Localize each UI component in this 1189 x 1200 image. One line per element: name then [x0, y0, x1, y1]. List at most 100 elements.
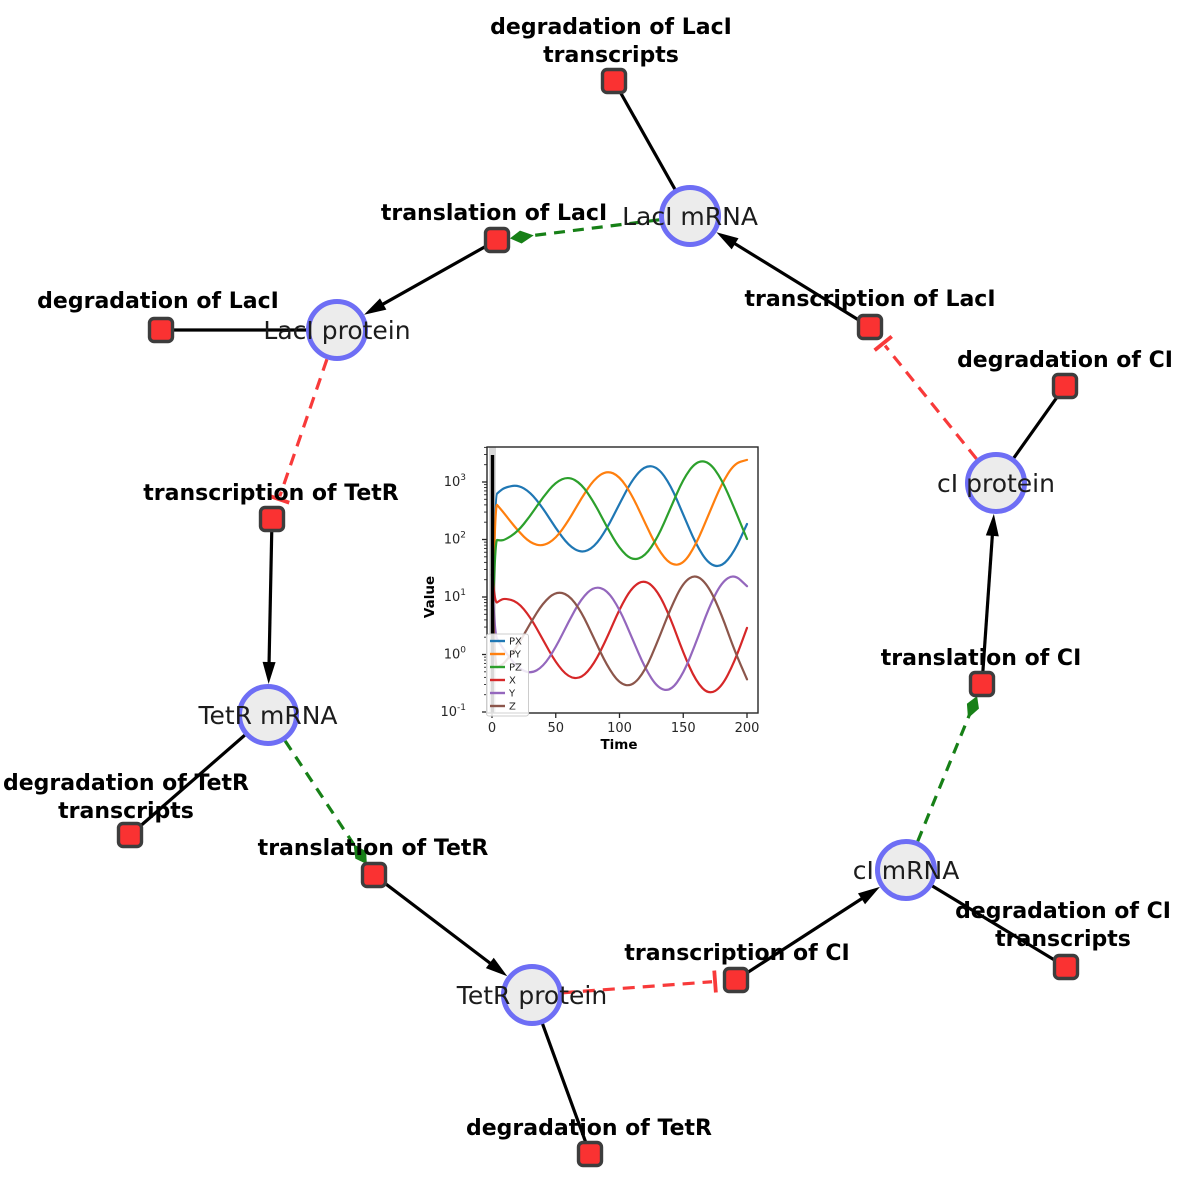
modifier-dashed-line	[527, 218, 660, 238]
modifier-arrowhead-icon	[353, 844, 367, 865]
reaction-label: degradation of CI	[955, 899, 1171, 924]
arrowhead-icon	[262, 661, 276, 685]
production-line	[980, 525, 995, 685]
species-node-LacI_protein	[306, 299, 368, 361]
reaction-square-icon	[360, 861, 388, 889]
series-line-PY	[490, 458, 749, 656]
modifier-dashed-line	[916, 712, 972, 842]
legend-box	[486, 633, 529, 717]
legend-label-Z: Z	[509, 702, 516, 713]
reaction-label: transcription of LacI	[744, 287, 995, 312]
reaction-square-icon	[1052, 953, 1080, 981]
reaction-label: degradation of CI	[957, 348, 1173, 373]
legend-label-PZ: PZ	[509, 663, 522, 674]
edge-TetR_protein-tc_cI	[562, 970, 718, 995]
x-tick-label: 50	[547, 721, 564, 736]
species-node-TetR_protein	[501, 964, 563, 1026]
reaction-node-tc_TetR	[258, 505, 286, 533]
reaction-square-icon	[722, 966, 750, 994]
reaction-square-icon	[258, 505, 286, 533]
modifier-dashed-line	[283, 739, 359, 851]
edge-LacI_mRNA-tl_LacI	[509, 218, 660, 244]
species-label: cI protein	[937, 469, 1055, 498]
reaction-square-icon	[600, 67, 628, 95]
edge-cI_mRNA-tl_cI	[916, 696, 979, 842]
reaction-square-icon	[147, 316, 175, 344]
species-circle-icon	[965, 452, 1027, 514]
edge-TetR_mRNA-tl_TetR	[283, 739, 367, 865]
species-circle-icon	[237, 684, 299, 746]
consumption-line	[905, 868, 1067, 969]
reaction-node-tc_LacI	[856, 313, 884, 341]
reaction-label: degradation of TetR	[3, 771, 249, 796]
inhibition-dashed-line	[562, 980, 713, 995]
inhibition-dashed-line	[278, 358, 329, 497]
species-label: LacI mRNA	[622, 202, 758, 231]
reaction-square-icon	[483, 226, 511, 254]
species-label: LacI protein	[263, 316, 410, 345]
inhibition-tbar-icon	[712, 970, 718, 993]
reaction-square-icon	[1051, 372, 1079, 400]
legend-label-PY: PY	[509, 650, 522, 661]
species-node-cI_protein	[965, 452, 1027, 514]
x-tick-label: 0	[488, 721, 496, 736]
reaction-node-deg_TetR_tx	[116, 821, 144, 849]
legend-label-X: X	[509, 676, 516, 687]
arrowhead-icon	[485, 957, 508, 977]
reaction-label: translation of TetR	[258, 836, 489, 861]
inhibition-dashed-line	[883, 344, 978, 460]
production-line	[267, 518, 274, 673]
reaction-label: transcription of TetR	[143, 481, 399, 506]
edge-cI_mRNA-deg_cI_tx	[905, 868, 1067, 969]
y-axis-label: Value	[422, 576, 438, 618]
legend: PX PY PZ XYZ	[486, 633, 529, 717]
reaction-square-icon	[856, 313, 884, 341]
species-label: TetR mRNA	[197, 701, 337, 730]
species-node-LacI_mRNA	[659, 185, 721, 247]
edge-tl_cI-cI_protein	[980, 513, 999, 685]
modifier-arrowhead-icon	[509, 230, 534, 244]
arrowhead-icon	[985, 513, 999, 537]
legend-label-PX: PX	[509, 637, 522, 648]
edge-LacI_protein-tc_TetR	[267, 358, 329, 505]
reaction-label: transcription of CI	[624, 941, 849, 966]
production-line	[735, 892, 871, 982]
inhibition-tbar-icon	[267, 493, 290, 505]
reaction-node-tl_LacI	[483, 226, 511, 254]
edge-cI_protein-tc_LacI	[873, 334, 978, 460]
species-circle-icon	[306, 299, 368, 361]
arrowhead-icon	[716, 232, 739, 250]
reaction-node-deg_cI_tx	[1052, 953, 1080, 981]
edge-tl_TetR-TetR_protein	[373, 873, 508, 977]
x-tick-label: 150	[671, 721, 696, 736]
reaction-node-deg_LacI	[147, 316, 175, 344]
species-circle-icon	[659, 185, 721, 247]
production-line	[373, 238, 498, 311]
edge-tc_LacI-LacI_mRNA	[716, 232, 871, 329]
reaction-label: transcripts	[58, 799, 194, 824]
reaction-node-deg_TetR	[576, 1140, 604, 1168]
species-node-cI_mRNA	[875, 839, 937, 901]
reaction-node-tl_cI	[968, 670, 996, 698]
reaction-node-deg_cI	[1051, 372, 1079, 400]
x-tick-label: 100	[607, 721, 632, 736]
reaction-label: translation of LacI	[381, 201, 607, 226]
production-line	[373, 873, 499, 971]
reaction-node-tc_cI	[722, 966, 750, 994]
x-tick-label: 200	[735, 721, 760, 736]
modifier-arrowhead-icon	[966, 696, 979, 719]
x-axis-label: Time	[600, 737, 637, 753]
reaction-label: degradation of LacI	[490, 15, 732, 40]
species-node-TetR_mRNA	[237, 684, 299, 746]
timeseries-inset-chart: 0 50 100 150 20010-1100101102103TimeValuePXP…	[420, 435, 775, 765]
legend-label-Y: Y	[508, 689, 516, 700]
species-label: cI mRNA	[853, 856, 960, 885]
reaction-label: degradation of TetR	[466, 1116, 712, 1141]
reaction-square-icon	[968, 670, 996, 698]
reaction-square-icon	[576, 1140, 604, 1168]
reaction-label: degradation of LacI	[37, 289, 279, 314]
species-circle-icon	[501, 964, 563, 1026]
species-label: TetR protein	[456, 981, 607, 1010]
